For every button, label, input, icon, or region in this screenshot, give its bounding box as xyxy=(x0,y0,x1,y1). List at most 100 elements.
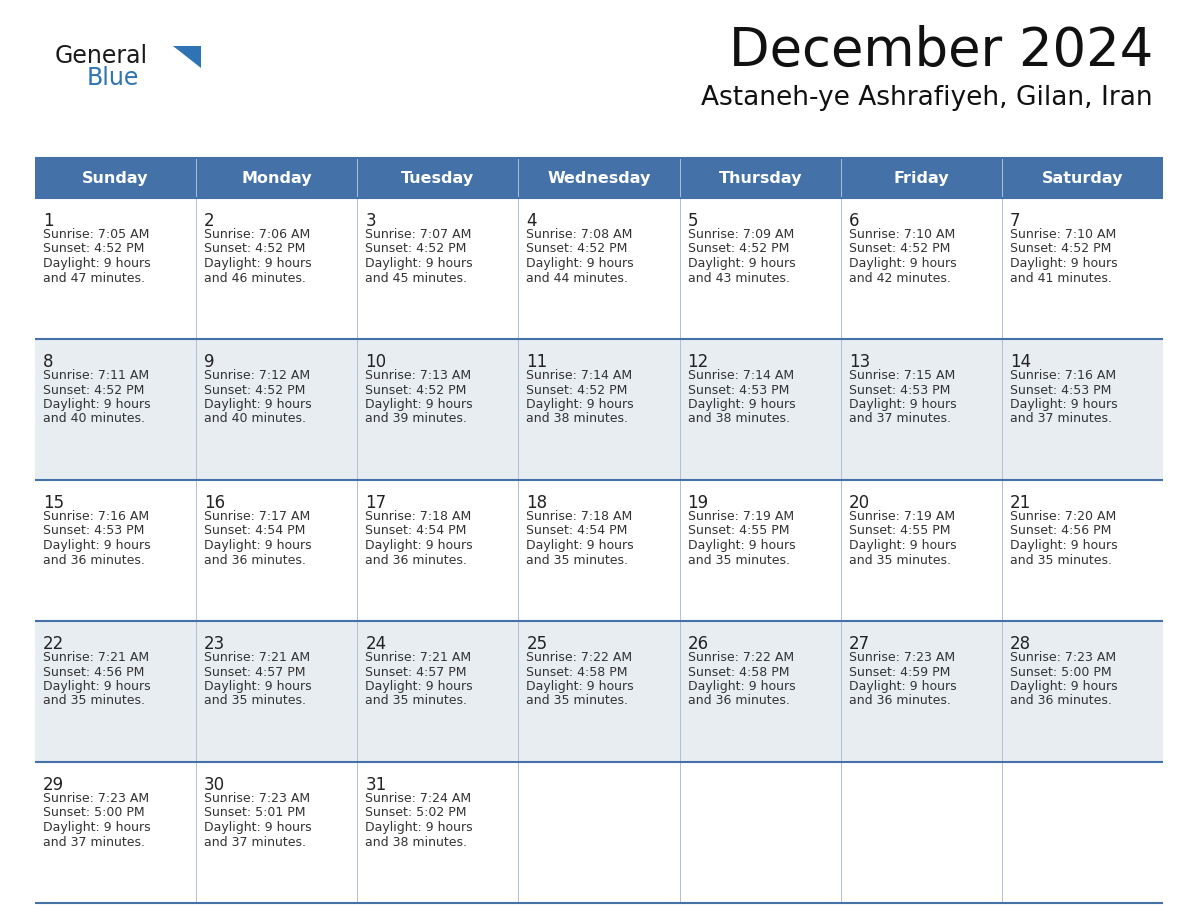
Text: Daylight: 9 hours: Daylight: 9 hours xyxy=(43,680,151,693)
Text: Sunset: 4:58 PM: Sunset: 4:58 PM xyxy=(526,666,628,678)
Text: Sunset: 4:55 PM: Sunset: 4:55 PM xyxy=(688,524,789,538)
Text: Daylight: 9 hours: Daylight: 9 hours xyxy=(1010,680,1118,693)
Text: Daylight: 9 hours: Daylight: 9 hours xyxy=(688,398,795,411)
Text: Sunrise: 7:21 AM: Sunrise: 7:21 AM xyxy=(204,651,310,664)
Text: Sunset: 4:54 PM: Sunset: 4:54 PM xyxy=(204,524,305,538)
Text: and 35 minutes.: and 35 minutes. xyxy=(1010,554,1112,566)
Text: 23: 23 xyxy=(204,635,226,653)
Text: Sunset: 5:01 PM: Sunset: 5:01 PM xyxy=(204,807,305,820)
Bar xyxy=(34,339,1163,480)
Bar xyxy=(34,198,1163,339)
Text: Daylight: 9 hours: Daylight: 9 hours xyxy=(688,680,795,693)
Text: and 37 minutes.: and 37 minutes. xyxy=(848,412,950,426)
Text: and 37 minutes.: and 37 minutes. xyxy=(43,835,145,848)
Text: Sunrise: 7:18 AM: Sunrise: 7:18 AM xyxy=(526,510,633,523)
Text: Daylight: 9 hours: Daylight: 9 hours xyxy=(1010,539,1118,552)
Text: 12: 12 xyxy=(688,353,709,371)
Text: Monday: Monday xyxy=(241,171,312,185)
Text: 29: 29 xyxy=(43,776,64,794)
Text: Sunrise: 7:22 AM: Sunrise: 7:22 AM xyxy=(526,651,632,664)
Text: Daylight: 9 hours: Daylight: 9 hours xyxy=(43,821,151,834)
Text: Daylight: 9 hours: Daylight: 9 hours xyxy=(526,257,634,270)
Text: 13: 13 xyxy=(848,353,870,371)
Text: Sunset: 5:02 PM: Sunset: 5:02 PM xyxy=(365,807,467,820)
Text: Daylight: 9 hours: Daylight: 9 hours xyxy=(526,398,634,411)
Text: Daylight: 9 hours: Daylight: 9 hours xyxy=(365,257,473,270)
Text: 18: 18 xyxy=(526,494,548,512)
Text: Daylight: 9 hours: Daylight: 9 hours xyxy=(204,398,311,411)
Text: and 38 minutes.: and 38 minutes. xyxy=(526,412,628,426)
Text: Daylight: 9 hours: Daylight: 9 hours xyxy=(204,821,311,834)
Text: 30: 30 xyxy=(204,776,226,794)
Text: Sunset: 5:00 PM: Sunset: 5:00 PM xyxy=(43,807,145,820)
Text: and 35 minutes.: and 35 minutes. xyxy=(688,554,790,566)
Bar xyxy=(34,621,1163,762)
Text: Daylight: 9 hours: Daylight: 9 hours xyxy=(43,539,151,552)
Text: and 35 minutes.: and 35 minutes. xyxy=(526,695,628,708)
Text: and 36 minutes.: and 36 minutes. xyxy=(1010,695,1112,708)
Text: 5: 5 xyxy=(688,212,699,230)
Text: Sunset: 4:52 PM: Sunset: 4:52 PM xyxy=(43,384,145,397)
Text: and 37 minutes.: and 37 minutes. xyxy=(1010,412,1112,426)
Text: December 2024: December 2024 xyxy=(728,25,1154,77)
Text: Sunset: 4:57 PM: Sunset: 4:57 PM xyxy=(204,666,305,678)
Polygon shape xyxy=(173,46,201,68)
Text: Daylight: 9 hours: Daylight: 9 hours xyxy=(848,398,956,411)
Text: Sunrise: 7:15 AM: Sunrise: 7:15 AM xyxy=(848,369,955,382)
Text: Daylight: 9 hours: Daylight: 9 hours xyxy=(204,257,311,270)
Text: 20: 20 xyxy=(848,494,870,512)
Text: 21: 21 xyxy=(1010,494,1031,512)
Text: Sunset: 4:52 PM: Sunset: 4:52 PM xyxy=(365,384,467,397)
Text: Daylight: 9 hours: Daylight: 9 hours xyxy=(204,680,311,693)
Text: Sunset: 4:53 PM: Sunset: 4:53 PM xyxy=(1010,384,1111,397)
Text: Sunset: 4:52 PM: Sunset: 4:52 PM xyxy=(526,384,627,397)
Text: Sunset: 4:55 PM: Sunset: 4:55 PM xyxy=(848,524,950,538)
Text: Sunrise: 7:16 AM: Sunrise: 7:16 AM xyxy=(1010,369,1116,382)
Text: and 41 minutes.: and 41 minutes. xyxy=(1010,272,1112,285)
Text: 24: 24 xyxy=(365,635,386,653)
Text: 2: 2 xyxy=(204,212,215,230)
Text: Thursday: Thursday xyxy=(719,171,802,185)
Text: and 45 minutes.: and 45 minutes. xyxy=(365,272,467,285)
Text: and 36 minutes.: and 36 minutes. xyxy=(688,695,790,708)
Text: Daylight: 9 hours: Daylight: 9 hours xyxy=(1010,257,1118,270)
Text: Sunrise: 7:14 AM: Sunrise: 7:14 AM xyxy=(526,369,632,382)
Text: Sunrise: 7:12 AM: Sunrise: 7:12 AM xyxy=(204,369,310,382)
Text: 6: 6 xyxy=(848,212,859,230)
Text: and 36 minutes.: and 36 minutes. xyxy=(43,554,145,566)
Text: 17: 17 xyxy=(365,494,386,512)
Text: Sunrise: 7:10 AM: Sunrise: 7:10 AM xyxy=(1010,228,1116,241)
Text: Sunset: 4:52 PM: Sunset: 4:52 PM xyxy=(526,242,627,255)
Text: Sunrise: 7:20 AM: Sunrise: 7:20 AM xyxy=(1010,510,1116,523)
Text: Daylight: 9 hours: Daylight: 9 hours xyxy=(365,821,473,834)
Text: Blue: Blue xyxy=(87,66,139,90)
Text: Sunset: 4:52 PM: Sunset: 4:52 PM xyxy=(365,242,467,255)
Text: Sunrise: 7:10 AM: Sunrise: 7:10 AM xyxy=(848,228,955,241)
Text: Sunrise: 7:23 AM: Sunrise: 7:23 AM xyxy=(848,651,955,664)
Bar xyxy=(34,158,1163,198)
Text: and 37 minutes.: and 37 minutes. xyxy=(204,835,307,848)
Text: Sunrise: 7:13 AM: Sunrise: 7:13 AM xyxy=(365,369,472,382)
Text: Daylight: 9 hours: Daylight: 9 hours xyxy=(688,257,795,270)
Text: and 40 minutes.: and 40 minutes. xyxy=(43,412,145,426)
Text: Sunset: 4:52 PM: Sunset: 4:52 PM xyxy=(688,242,789,255)
Text: Daylight: 9 hours: Daylight: 9 hours xyxy=(848,539,956,552)
Text: Friday: Friday xyxy=(893,171,949,185)
Text: Daylight: 9 hours: Daylight: 9 hours xyxy=(204,539,311,552)
Text: and 38 minutes.: and 38 minutes. xyxy=(688,412,790,426)
Text: Saturday: Saturday xyxy=(1042,171,1123,185)
Text: and 42 minutes.: and 42 minutes. xyxy=(848,272,950,285)
Text: 11: 11 xyxy=(526,353,548,371)
Text: Sunset: 5:00 PM: Sunset: 5:00 PM xyxy=(1010,666,1112,678)
Text: and 36 minutes.: and 36 minutes. xyxy=(848,695,950,708)
Text: 31: 31 xyxy=(365,776,386,794)
Text: Sunset: 4:56 PM: Sunset: 4:56 PM xyxy=(43,666,145,678)
Text: Sunset: 4:57 PM: Sunset: 4:57 PM xyxy=(365,666,467,678)
Text: Daylight: 9 hours: Daylight: 9 hours xyxy=(365,539,473,552)
Text: and 47 minutes.: and 47 minutes. xyxy=(43,272,145,285)
Text: Sunrise: 7:24 AM: Sunrise: 7:24 AM xyxy=(365,792,472,805)
Text: Sunset: 4:52 PM: Sunset: 4:52 PM xyxy=(848,242,950,255)
Text: 10: 10 xyxy=(365,353,386,371)
Text: Sunset: 4:54 PM: Sunset: 4:54 PM xyxy=(526,524,627,538)
Text: Sunrise: 7:09 AM: Sunrise: 7:09 AM xyxy=(688,228,794,241)
